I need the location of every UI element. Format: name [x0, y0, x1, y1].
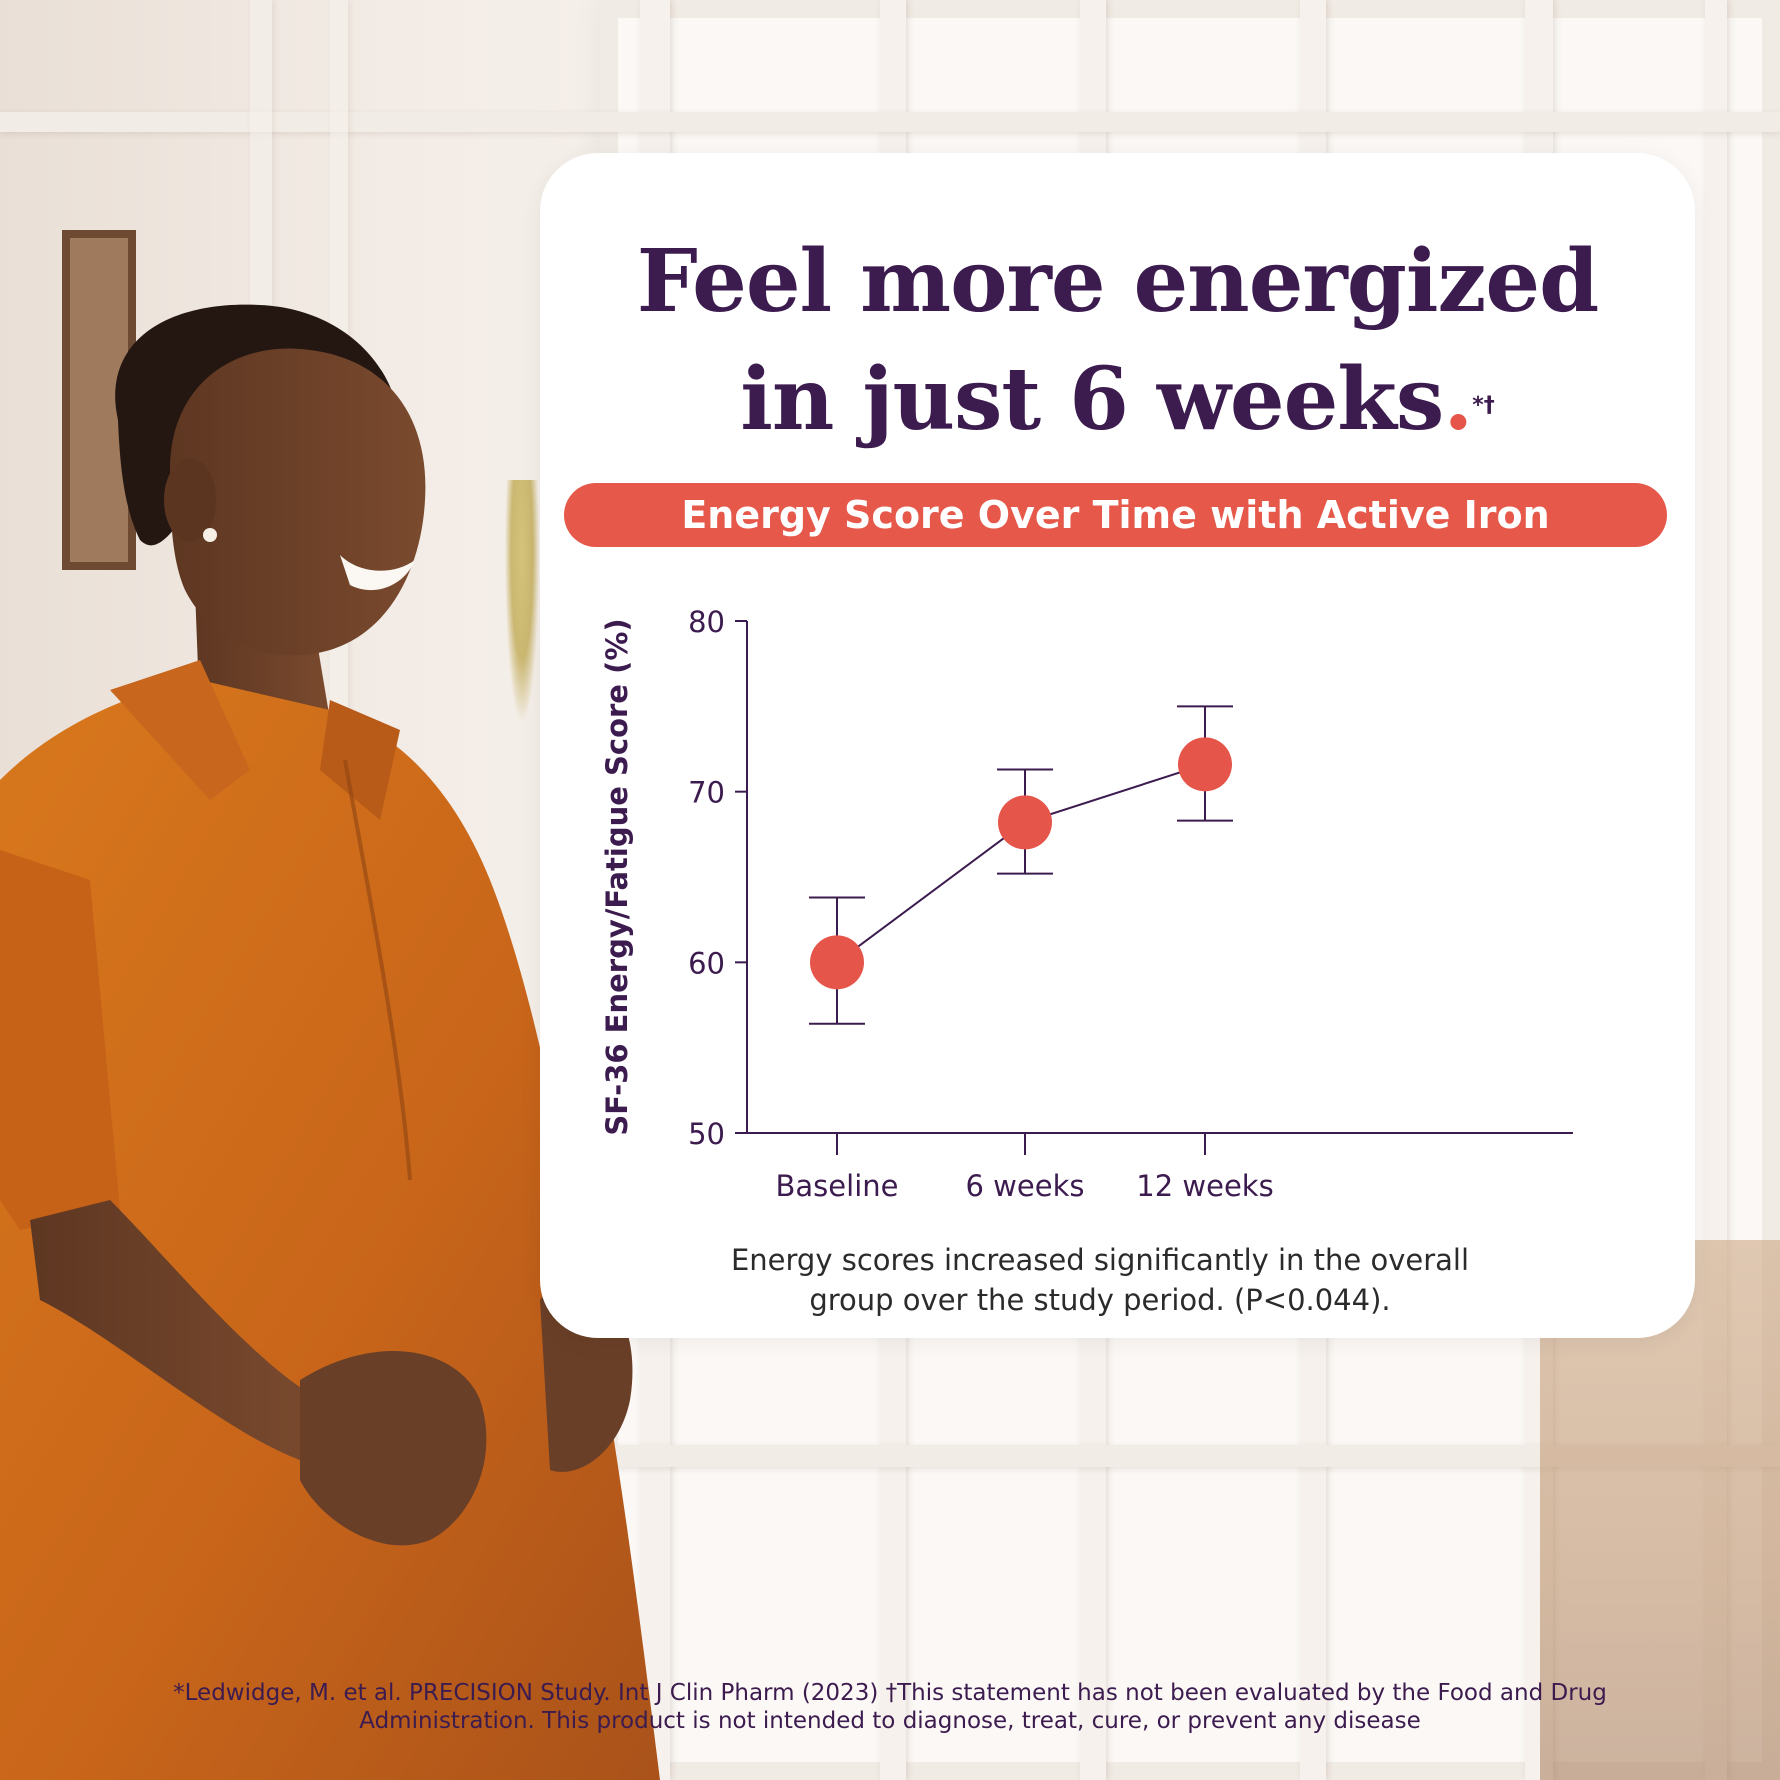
plant [505, 480, 539, 720]
y-ticks: 50 60 70 80 [688, 605, 747, 1151]
chart-card: Feel more energized in just 6 weeks.*† E… [540, 153, 1695, 1338]
error-bars [809, 705, 1233, 1025]
x-tick-label: 12 weeks [1136, 1169, 1273, 1203]
headline-period: . [1443, 349, 1473, 450]
footnote-line-1: *Ledwidge, M. et al. PRECISION Study. In… [173, 1680, 1607, 1706]
headline-line-2-text: in just 6 weeks [740, 349, 1444, 450]
y-tick-label: 60 [688, 946, 725, 980]
window-frame [0, 112, 1780, 132]
chart-axes [746, 621, 1573, 1134]
data-point-2 [998, 795, 1052, 850]
chart-title-banner: Energy Score Over Time with Active Iron [564, 483, 1667, 547]
headline-line-2: in just 6 weeks.*† [540, 341, 1695, 459]
x-tick-label: Baseline [776, 1169, 899, 1203]
data-point-1 [810, 935, 864, 990]
series-line [836, 763, 1206, 964]
y-tick-label: 80 [688, 605, 725, 639]
chart-caption: Energy scores increased significantly in… [650, 1240, 1550, 1320]
data-point-3 [1178, 737, 1232, 792]
y-tick-label: 70 [688, 776, 725, 810]
y-tick-label: 50 [688, 1117, 725, 1151]
woman-photo [0, 304, 660, 1780]
y-axis-label: SF-36 Energy/Fatigue Score (%) [600, 618, 634, 1135]
headline: Feel more energized in just 6 weeks.*† [540, 223, 1695, 459]
headline-footnote-marks: *† [1472, 393, 1495, 418]
x-tick-label: 6 weeks [966, 1169, 1085, 1203]
chart-caption-line-2: group over the study period. (P<0.044). [809, 1283, 1391, 1317]
headline-line-1: Feel more energized [636, 231, 1599, 332]
x-ticks: Baseline 6 weeks 12 weeks [776, 1133, 1274, 1203]
data-points [810, 737, 1232, 990]
chart-caption-line-1: Energy scores increased significantly in… [730, 1243, 1470, 1277]
footnote-line-2: Administration. This product is not inte… [359, 1708, 1421, 1734]
footnote: *Ledwidge, M. et al. PRECISION Study. In… [40, 1679, 1740, 1735]
energy-score-chart: 50 60 70 80 Baseline 6 weeks 12 weeks SF-36 E… [600, 605, 1573, 1203]
